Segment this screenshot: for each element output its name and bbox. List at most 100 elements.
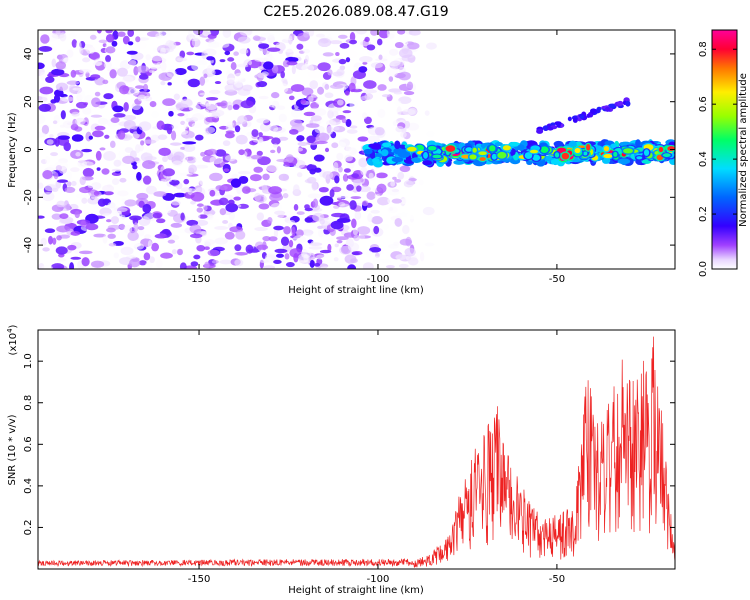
noise-blob [275, 161, 283, 166]
noise-blob [308, 242, 323, 247]
noise-blob [395, 125, 404, 133]
noise-blob [314, 125, 325, 134]
noise-blob [367, 48, 378, 56]
noise-blob [274, 248, 288, 254]
noise-blob [183, 78, 188, 84]
side-feature-blob [589, 108, 597, 114]
noise-blob [269, 125, 279, 132]
noise-blob [173, 93, 180, 100]
noise-blob [204, 261, 210, 269]
noise-blob [188, 164, 198, 174]
noise-blob [404, 247, 416, 257]
noise-blob [295, 229, 304, 237]
noise-blob [128, 88, 140, 97]
noise-blob [66, 203, 71, 210]
noise-blob [79, 176, 86, 186]
noise-blob [314, 167, 322, 173]
signal-blob [422, 160, 433, 166]
noise-blob [239, 48, 249, 55]
noise-blob [162, 98, 176, 107]
noise-blob [225, 203, 239, 213]
noise-blob [78, 69, 92, 74]
noise-blob [129, 258, 141, 268]
noise-blob [300, 99, 307, 104]
noise-blob [135, 85, 145, 89]
noise-blob [245, 244, 254, 254]
noise-blob [112, 105, 124, 113]
noise-blob [81, 161, 94, 167]
noise-blob [397, 30, 406, 35]
noise-blob [230, 178, 242, 188]
y-tick-label: 0 [23, 146, 34, 152]
noise-blob [246, 30, 252, 36]
noise-blob [399, 198, 412, 205]
noise-blob [191, 122, 202, 129]
noise-blob [81, 197, 88, 204]
noise-blob [387, 244, 399, 249]
noise-blob [82, 167, 95, 178]
noise-blob [124, 199, 137, 207]
noise-blob [358, 66, 368, 73]
noise-blob [387, 57, 401, 67]
noise-blob [111, 178, 120, 186]
noise-blob [183, 178, 190, 185]
noise-blob [166, 124, 173, 135]
noise-blob [40, 34, 50, 44]
noise-blob [251, 183, 264, 188]
noise-blob [317, 86, 325, 95]
colorbar-ticks: 0.0 0.2 0.4 0.6 0.8 [698, 41, 737, 277]
noise-blob [59, 213, 69, 219]
x-tick-label: -50 [549, 274, 565, 285]
noise-blob [70, 256, 82, 260]
side-feature-blob [604, 106, 611, 112]
noise-blob [91, 97, 101, 108]
noise-blob [377, 196, 390, 206]
noise-blob [333, 257, 339, 262]
noise-blob [304, 61, 311, 67]
noise-blob [127, 41, 134, 46]
noise-blob [354, 211, 362, 220]
noise-blob [394, 178, 402, 183]
noise-blob [101, 168, 110, 175]
noise-blob [349, 200, 357, 210]
noise-blob [333, 126, 340, 131]
noise-blob [263, 256, 272, 264]
noise-blob [374, 127, 385, 136]
noise-blob [39, 71, 47, 81]
noise-blob [348, 82, 356, 93]
signal-blob [553, 140, 564, 148]
noise-blob [271, 137, 281, 145]
noise-blob [176, 228, 187, 233]
noise-blob [56, 225, 71, 233]
noise-blob [162, 155, 168, 163]
noise-blob [145, 185, 157, 195]
noise-blob [366, 44, 376, 51]
noise-blob [220, 100, 229, 109]
noise-blob [351, 251, 360, 256]
noise-blob [331, 142, 339, 149]
noise-blob [385, 264, 395, 269]
noise-blob [352, 227, 359, 236]
noise-blob [64, 186, 76, 193]
noise-blob [343, 168, 351, 173]
noise-blob [373, 225, 380, 235]
noise-blob [50, 152, 58, 157]
noise-blob [83, 266, 95, 269]
noise-blob [188, 104, 201, 113]
noise-blob [334, 175, 340, 184]
noise-blob [313, 154, 325, 162]
signal-blob [372, 158, 380, 164]
noise-blob [329, 40, 343, 45]
noise-blob [76, 89, 86, 100]
noise-blob [407, 257, 419, 266]
noise-blob [90, 74, 101, 79]
noise-blob [350, 258, 358, 264]
noise-blob [109, 140, 116, 149]
noise-blob [155, 83, 167, 93]
noise-blob [82, 57, 91, 63]
signal-blob [370, 143, 382, 150]
noise-blob [85, 223, 99, 231]
spectrogram-x-label: Height of straight line (km) [288, 285, 424, 296]
signal-core [479, 157, 486, 161]
noise-blob [160, 47, 166, 55]
